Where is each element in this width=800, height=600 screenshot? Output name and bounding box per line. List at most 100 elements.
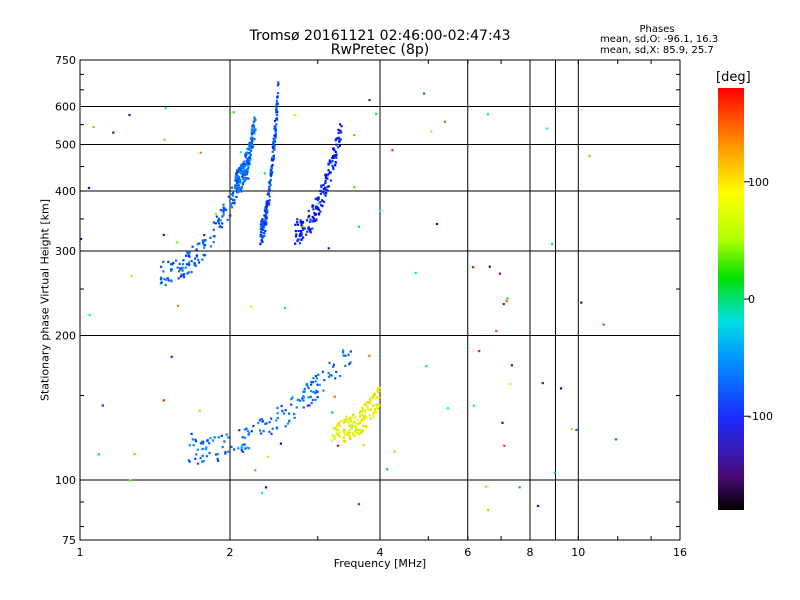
data-point [317, 208, 321, 211]
data-point [270, 171, 274, 174]
data-point [358, 428, 361, 431]
data-point [368, 99, 371, 102]
data-point [178, 262, 181, 265]
data-point [359, 410, 362, 413]
data-point [248, 146, 251, 149]
data-point [307, 396, 310, 399]
data-point [347, 353, 350, 356]
data-point [271, 145, 274, 149]
data-point [372, 404, 375, 407]
data-point [326, 189, 329, 192]
data-point [336, 423, 339, 426]
data-point [195, 255, 198, 258]
data-point [368, 354, 371, 357]
data-point [335, 370, 338, 374]
data-point [510, 364, 513, 367]
data-point [348, 428, 351, 431]
data-point [349, 437, 352, 440]
data-point [234, 184, 237, 187]
data-point [241, 177, 245, 180]
data-point [215, 215, 218, 218]
data-point [313, 212, 316, 215]
data-point [366, 401, 369, 404]
data-point [308, 214, 311, 217]
data-point [337, 421, 340, 424]
data-point [328, 172, 331, 175]
data-point [327, 169, 330, 172]
data-point [194, 264, 197, 267]
data-point [314, 398, 317, 401]
data-point [377, 396, 380, 399]
data-point [250, 131, 253, 134]
data-point [233, 199, 236, 202]
data-point [335, 432, 338, 435]
data-point [247, 159, 250, 162]
data-point [193, 262, 196, 265]
y-tick-label: 100 [55, 474, 76, 487]
data-point [258, 419, 261, 422]
data-point [302, 396, 305, 399]
data-point [178, 270, 181, 273]
data-point [570, 428, 573, 431]
data-point [339, 129, 342, 132]
data-point [208, 451, 211, 455]
data-point [238, 167, 241, 170]
data-point [253, 138, 256, 141]
data-point [249, 149, 252, 152]
data-point [374, 408, 377, 411]
data-point [276, 417, 279, 420]
data-point [300, 231, 303, 234]
data-point [267, 188, 271, 191]
data-point [187, 271, 190, 274]
data-point [327, 371, 330, 375]
data-point [270, 165, 273, 168]
data-point [266, 203, 269, 207]
data-point [216, 457, 219, 460]
data-point [369, 408, 373, 411]
data-point [351, 414, 354, 417]
data-point [209, 236, 212, 239]
data-point [181, 269, 184, 272]
data-point [240, 190, 243, 193]
data-point [342, 430, 345, 433]
data-point [321, 370, 324, 373]
data-point [312, 217, 315, 220]
data-point [250, 133, 253, 136]
data-point [249, 153, 252, 156]
data-point [339, 420, 342, 423]
data-point [355, 431, 358, 434]
data-point [167, 279, 170, 282]
data-point [344, 354, 347, 357]
data-point [368, 397, 372, 400]
data-point [234, 176, 237, 179]
data-point [300, 223, 303, 226]
data-point [326, 185, 329, 188]
data-point [299, 399, 302, 402]
data-point [219, 219, 222, 222]
data-point [239, 151, 242, 154]
data-point [342, 354, 345, 357]
data-point [266, 202, 269, 205]
data-point [330, 439, 334, 442]
data-point [162, 270, 165, 273]
data-point [169, 263, 172, 266]
data-point [183, 273, 186, 276]
data-point [196, 448, 199, 451]
data-point [245, 173, 248, 176]
data-point [348, 435, 351, 438]
data-point [275, 108, 278, 111]
data-point [205, 446, 208, 449]
data-point [319, 189, 322, 192]
data-point [363, 410, 367, 413]
data-point [265, 221, 268, 224]
data-point [260, 225, 263, 228]
data-point [248, 156, 251, 159]
data-point [217, 217, 220, 220]
data-point [253, 126, 256, 130]
data-point [369, 399, 372, 402]
data-point [374, 393, 377, 396]
data-point [541, 382, 544, 385]
data-point [196, 243, 199, 246]
data-point [324, 194, 327, 197]
data-point [335, 153, 338, 156]
